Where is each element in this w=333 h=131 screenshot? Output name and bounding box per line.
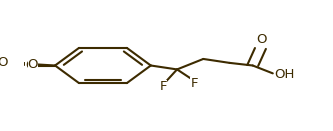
Text: F: F bbox=[190, 77, 198, 90]
Text: O: O bbox=[0, 56, 8, 69]
Text: OH: OH bbox=[274, 68, 295, 81]
Text: O: O bbox=[257, 33, 267, 46]
Text: O: O bbox=[28, 58, 38, 71]
Text: O: O bbox=[25, 59, 36, 72]
Text: F: F bbox=[160, 80, 167, 93]
